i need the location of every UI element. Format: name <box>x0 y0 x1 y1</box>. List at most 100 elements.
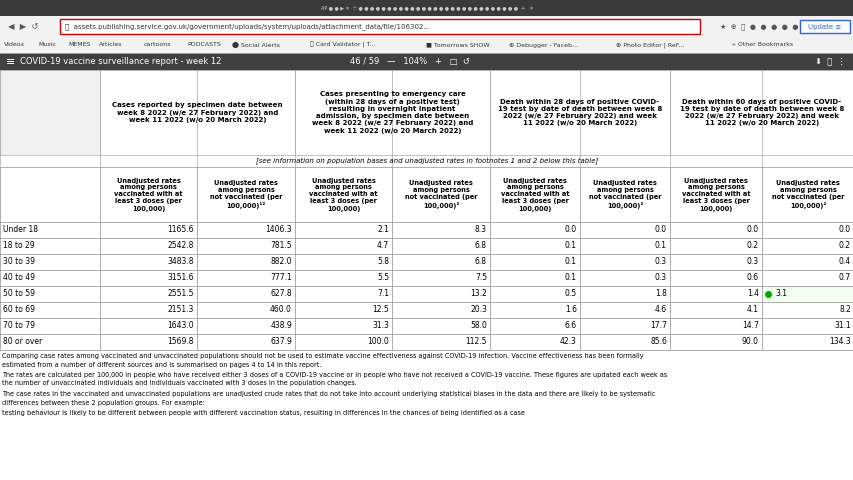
Bar <box>670 167 761 222</box>
Text: 12.5: 12.5 <box>372 305 389 314</box>
Text: 6.8: 6.8 <box>474 241 486 251</box>
Text: [see information on population bases and unadjusted rates in footnotes 1 and 2 b: [see information on population bases and… <box>256 157 597 165</box>
Text: 0.1: 0.1 <box>565 257 577 266</box>
Text: 🐦 Card Validator | T...: 🐦 Card Validator | T... <box>310 42 375 48</box>
Bar <box>0 37 853 53</box>
Text: 60 to 69: 60 to 69 <box>3 305 35 314</box>
Text: 0.3: 0.3 <box>654 274 666 283</box>
Text: 4.7: 4.7 <box>376 241 389 251</box>
Bar <box>670 302 761 318</box>
Text: 882.0: 882.0 <box>270 257 292 266</box>
Bar <box>197 334 294 350</box>
Bar <box>392 286 490 302</box>
Bar <box>294 334 392 350</box>
Bar <box>100 254 197 270</box>
Text: Videos: Videos <box>4 43 25 48</box>
Bar <box>100 334 197 350</box>
Text: 58.0: 58.0 <box>469 322 486 331</box>
Text: 112.5: 112.5 <box>465 337 486 347</box>
Text: 0.4: 0.4 <box>838 257 850 266</box>
Text: Under 18: Under 18 <box>3 226 38 235</box>
Text: 8.3: 8.3 <box>474 226 486 235</box>
Text: ⊕ Debugger - Faceb...: ⊕ Debugger - Faceb... <box>508 43 577 48</box>
Text: 7.5: 7.5 <box>474 274 486 283</box>
Text: 6.6: 6.6 <box>564 322 577 331</box>
Bar <box>490 70 670 155</box>
Bar <box>670 318 761 334</box>
Bar <box>0 70 853 222</box>
Text: 5.5: 5.5 <box>376 274 389 283</box>
Text: 80 or over: 80 or over <box>3 337 42 347</box>
Bar <box>0 70 100 155</box>
Text: 0.2: 0.2 <box>838 241 850 251</box>
Text: 0.6: 0.6 <box>746 274 758 283</box>
Text: 90.0: 90.0 <box>741 337 758 347</box>
Bar <box>579 286 670 302</box>
Bar <box>761 270 853 286</box>
Text: 1569.8: 1569.8 <box>167 337 194 347</box>
Text: 6.8: 6.8 <box>474 257 486 266</box>
Text: 438.9: 438.9 <box>270 322 292 331</box>
Text: 4.6: 4.6 <box>654 305 666 314</box>
Text: 3.1: 3.1 <box>774 289 786 299</box>
Bar <box>579 318 670 334</box>
Text: 13.2: 13.2 <box>470 289 486 299</box>
Text: ⬤ Social Alerts: ⬤ Social Alerts <box>232 42 280 48</box>
Text: 31.3: 31.3 <box>372 322 389 331</box>
Bar <box>0 16 853 37</box>
Text: 1.6: 1.6 <box>565 305 577 314</box>
Text: 0.3: 0.3 <box>654 257 666 266</box>
Text: 1406.3: 1406.3 <box>265 226 292 235</box>
Bar <box>0 222 100 238</box>
Bar <box>579 222 670 238</box>
Bar <box>294 286 392 302</box>
Text: 3151.6: 3151.6 <box>167 274 194 283</box>
Bar <box>670 238 761 254</box>
Text: 2542.8: 2542.8 <box>167 241 194 251</box>
Text: Death within 60 days of positive COVID-
19 test by date of death between week 8
: Death within 60 days of positive COVID- … <box>679 98 844 126</box>
Text: 1.8: 1.8 <box>654 289 666 299</box>
Text: Unadjusted rates
among persons
vaccinated with at
least 3 doses (per
100,000): Unadjusted rates among persons vaccinate… <box>309 178 377 212</box>
Bar <box>579 302 670 318</box>
Bar <box>100 302 197 318</box>
Bar <box>670 254 761 270</box>
Text: » Other Bookmarks: » Other Bookmarks <box>732 43 792 48</box>
Bar <box>392 334 490 350</box>
Text: 5.8: 5.8 <box>376 257 389 266</box>
Text: 0.7: 0.7 <box>838 274 850 283</box>
Text: 20.3: 20.3 <box>469 305 486 314</box>
Text: 0.1: 0.1 <box>565 241 577 251</box>
Text: ◀  ▶  ↺: ◀ ▶ ↺ <box>8 22 38 31</box>
Bar <box>761 222 853 238</box>
Bar <box>197 302 294 318</box>
Bar <box>0 238 100 254</box>
Text: Unadjusted rates
among persons
not vaccinated (per
100,000)²: Unadjusted rates among persons not vacci… <box>588 180 660 209</box>
Bar <box>100 270 197 286</box>
Bar <box>490 286 579 302</box>
Bar <box>0 167 100 222</box>
Bar <box>294 318 392 334</box>
Bar <box>490 334 579 350</box>
Text: testing behaviour is likely to be different between people with different vaccin: testing behaviour is likely to be differ… <box>2 410 525 416</box>
Text: cartoons: cartoons <box>143 43 171 48</box>
Text: 2151.3: 2151.3 <box>167 305 194 314</box>
Text: ≡: ≡ <box>6 57 15 67</box>
Text: 3483.8: 3483.8 <box>167 257 194 266</box>
Bar <box>670 222 761 238</box>
Bar <box>294 270 392 286</box>
Text: 1165.6: 1165.6 <box>167 226 194 235</box>
Text: 781.5: 781.5 <box>270 241 292 251</box>
Text: 46 / 59   —   104%   +   □  ↺: 46 / 59 — 104% + □ ↺ <box>350 57 469 66</box>
Bar <box>197 270 294 286</box>
Text: 8.2: 8.2 <box>838 305 850 314</box>
Text: The case rates in the vaccinated and unvaccinated populations are unadjusted cru: The case rates in the vaccinated and unv… <box>2 391 655 397</box>
Text: ■ Tomorrows SHOW: ■ Tomorrows SHOW <box>426 43 490 48</box>
Bar <box>761 238 853 254</box>
Bar <box>0 155 853 167</box>
Text: 0.0: 0.0 <box>746 226 758 235</box>
Text: 0.1: 0.1 <box>654 241 666 251</box>
Text: Update ≡: Update ≡ <box>808 24 841 29</box>
Bar <box>294 254 392 270</box>
Text: Unadjusted rates
among persons
vaccinated with at
least 3 doses (per
100,000): Unadjusted rates among persons vaccinate… <box>681 178 750 212</box>
Text: AP ● ● ▶ ✕  ☆ ● ● ● ● ● ● ● ● ● ● ● ● ● ● ● ● ● ● ● ● ● ● ● ● ● ● ● ●  +   ✕: AP ● ● ▶ ✕ ☆ ● ● ● ● ● ● ● ● ● ● ● ● ● ●… <box>320 5 533 11</box>
